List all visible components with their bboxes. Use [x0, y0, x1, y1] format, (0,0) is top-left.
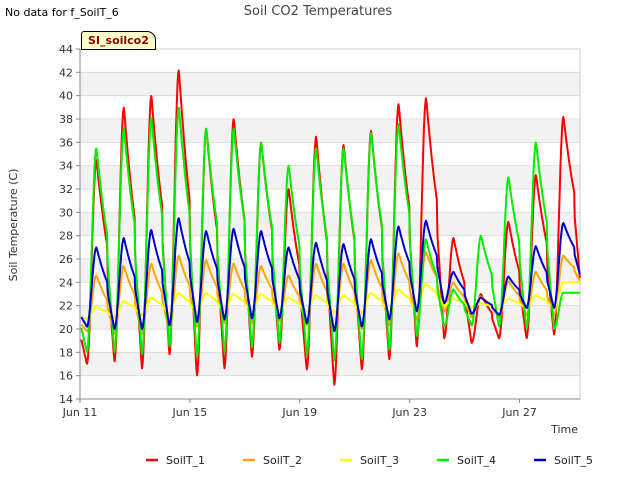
legend-label: SoilT_3 [360, 454, 399, 467]
grid-band [80, 212, 580, 236]
grid-band [80, 95, 580, 119]
site-label-badge: SI_soilco2 [81, 31, 156, 50]
y-tick-label: 22 [59, 300, 73, 313]
x-axis: Jun 11 Jun 15 Jun 19 Jun 23 Jun 27 [62, 398, 580, 419]
y-tick-label: 26 [59, 253, 73, 266]
y-tick-label: 28 [59, 230, 73, 243]
y-axis: 14 16 18 20 22 24 26 28 30 32 34 36 38 40 42 44 [59, 43, 81, 406]
y-tick-label: 14 [59, 393, 73, 406]
y-tick-label: 38 [59, 113, 73, 126]
grid-band [80, 72, 580, 96]
y-tick-label: 16 [59, 370, 73, 383]
grid-band [80, 165, 580, 189]
legend-label: SoilT_1 [166, 454, 205, 467]
y-axis-label: Soil Temperature (C) [7, 169, 20, 282]
y-tick-label: 36 [59, 136, 73, 149]
x-tick-label: Jun 23 [391, 406, 427, 419]
grid-band [80, 49, 580, 73]
grid-band [80, 189, 580, 213]
x-tick-label: Jun 27 [501, 406, 537, 419]
y-tick-label: 30 [59, 206, 73, 219]
legend-label: SoilT_2 [263, 454, 302, 467]
legend: SoilT_1 SoilT_2 SoilT_3 SoilT_4 SoilT_5 [146, 454, 593, 467]
grid-band [80, 375, 580, 399]
y-tick-label: 20 [59, 323, 73, 336]
y-tick-label: 42 [59, 66, 73, 79]
legend-label: SoilT_5 [554, 454, 593, 467]
legend-label: SoilT_4 [457, 454, 496, 467]
y-tick-label: 44 [59, 43, 73, 56]
y-tick-label: 18 [59, 346, 73, 359]
grid-band [80, 352, 580, 376]
x-axis-label: Time [550, 423, 578, 436]
y-tick-label: 32 [59, 183, 73, 196]
y-tick-label: 24 [59, 276, 73, 289]
no-data-note: No data for f_SoilT_6 [5, 6, 119, 19]
series-layer [80, 69, 581, 386]
series-line-soilt-5 [80, 217, 581, 333]
y-tick-label: 40 [59, 90, 73, 103]
x-tick-label: Jun 19 [281, 406, 317, 419]
grid-band [80, 329, 580, 353]
x-tick-label: Jun 15 [172, 406, 208, 419]
x-tick-label: Jun 11 [62, 406, 98, 419]
chart-title: Soil CO2 Temperatures [244, 4, 393, 19]
y-tick-label: 34 [59, 160, 73, 173]
